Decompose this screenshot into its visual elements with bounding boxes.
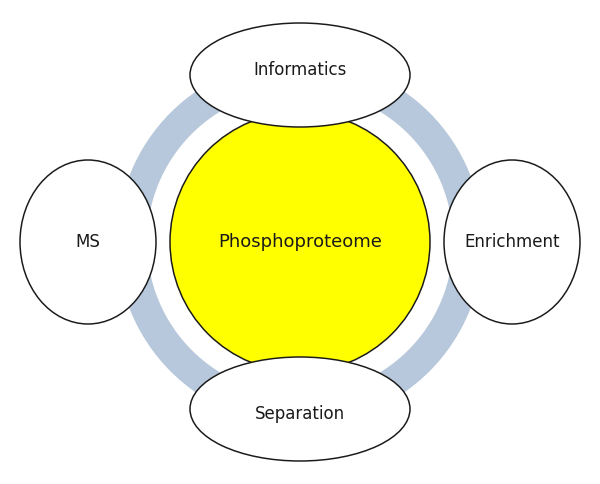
Ellipse shape <box>190 357 410 461</box>
Text: MS: MS <box>76 233 100 251</box>
Circle shape <box>170 112 430 372</box>
Ellipse shape <box>20 160 156 324</box>
Text: Separation: Separation <box>255 405 345 423</box>
Ellipse shape <box>190 23 410 127</box>
Text: Phosphoproteome: Phosphoproteome <box>218 233 382 251</box>
Ellipse shape <box>444 160 580 324</box>
Text: Informatics: Informatics <box>253 61 347 79</box>
Text: Enrichment: Enrichment <box>464 233 560 251</box>
